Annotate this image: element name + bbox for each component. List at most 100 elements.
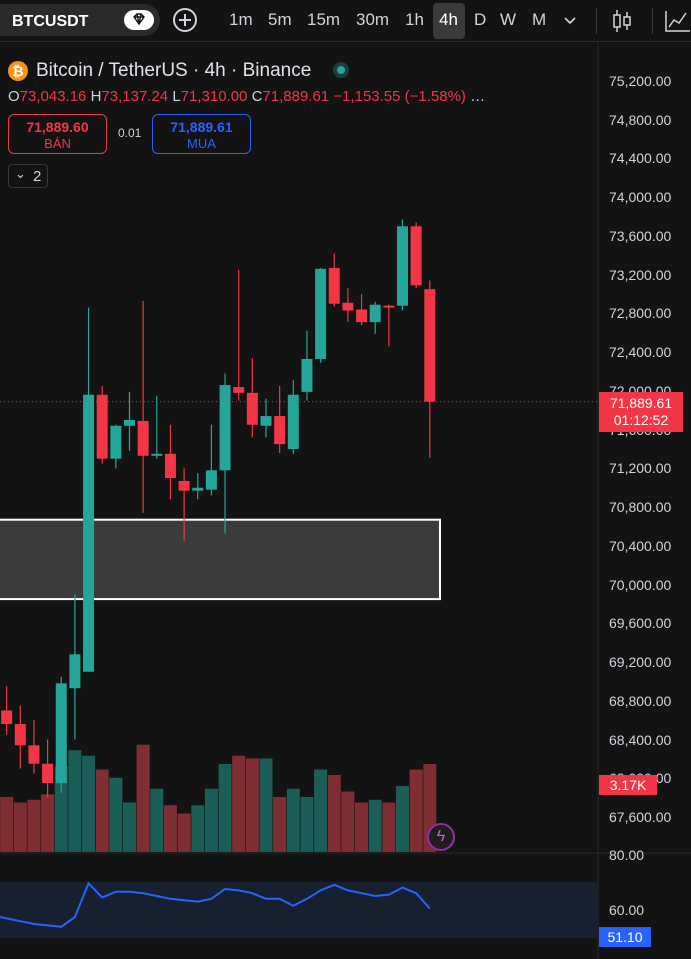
top-toolbar: BTCUSDT 1m 5m 15m 30m 1h 4h D W M: [0, 0, 691, 42]
open-value: 73,043.16: [19, 88, 87, 105]
volume-bar: [232, 755, 246, 852]
price-axis-label: 73,600.00: [609, 228, 672, 244]
volume-bar: [82, 755, 96, 852]
candle-body: [342, 302, 354, 311]
volume-bar: [355, 802, 369, 852]
volume-bar: [123, 802, 136, 852]
candle-body: [14, 724, 26, 746]
price-axis-label: 70,000.00: [609, 577, 672, 593]
timeframe-15m[interactable]: 15m: [307, 10, 341, 29]
candle-body: [178, 480, 190, 491]
rsi-value-tag: 51.10: [599, 927, 651, 947]
candle-body: [246, 392, 258, 425]
toolbar-divider-2: [652, 8, 653, 34]
chart-indicators-icon[interactable]: [664, 8, 691, 39]
change-value: −1,153.55 (−1.58%): [333, 88, 466, 105]
open-key: O: [8, 88, 20, 105]
low-value: 71,310.00: [180, 88, 248, 105]
close-key: C: [251, 88, 263, 105]
volume-bar: [327, 775, 341, 852]
rsi-axis-label: 80.00: [609, 847, 645, 863]
price-axis-label: 75,200.00: [609, 73, 672, 89]
timeframe-4h[interactable]: 4h: [439, 10, 458, 29]
volume-bar: [341, 791, 355, 852]
volume-bar: [0, 797, 14, 852]
legend-title[interactable]: Bitcoin / TetherUS · 4h · Binance: [36, 60, 312, 81]
candle-body: [1, 710, 13, 725]
sell-label: BÁN: [44, 136, 71, 151]
price-axis-label: 71,200.00: [609, 460, 672, 476]
volume-bar: [204, 788, 218, 852]
volume-bar: [409, 769, 423, 852]
current-price-label: 71,889.61: [609, 395, 673, 411]
current-price-tag: 71,889.61 01:12:52: [599, 392, 683, 432]
high-value: 73,137.24: [101, 88, 169, 105]
candle-body: [96, 394, 108, 459]
timeframe-1h[interactable]: 1h: [405, 10, 424, 29]
sell-button[interactable]: 71,889.60 BÁN: [8, 114, 107, 154]
candle-body: [124, 419, 135, 426]
chevron-down-icon: ⌄: [15, 166, 26, 181]
live-dot-icon: [333, 62, 349, 78]
candle-body: [356, 309, 368, 323]
price-axis-label: 74,400.00: [609, 150, 672, 166]
buy-price: 71,889.61: [170, 119, 233, 135]
diamond-icon[interactable]: [124, 10, 154, 30]
volume-bar: [177, 813, 191, 852]
symbol-search-button[interactable]: BTCUSDT: [0, 4, 160, 36]
lightning-icon[interactable]: ϟ: [427, 823, 455, 851]
candle-body: [83, 394, 95, 672]
price-axis-label: 70,800.00: [609, 499, 672, 515]
candle-body: [69, 654, 81, 689]
more-icon[interactable]: …: [470, 88, 486, 105]
candle-body: [164, 453, 176, 479]
volume-bar: [218, 764, 232, 852]
timeframe-5m[interactable]: 5m: [268, 10, 292, 29]
volume-bar: [54, 766, 68, 852]
volume-bar: [245, 758, 259, 852]
volume-bar: [273, 797, 287, 852]
timeframe-1m[interactable]: 1m: [229, 10, 253, 29]
candle-body: [233, 387, 245, 393]
spread-value: 0.01: [118, 126, 142, 140]
volume-bar: [259, 758, 273, 852]
volume-bar: [27, 799, 41, 852]
buy-button[interactable]: 71,889.61 MUA: [152, 114, 251, 154]
sell-price: 71,889.60: [26, 119, 89, 135]
price-axis-label: 72,400.00: [609, 344, 672, 360]
candle-body: [383, 305, 395, 308]
chevron-down-icon[interactable]: [562, 10, 578, 35]
supply-zone-box: [0, 518, 441, 601]
candle-body: [110, 425, 122, 459]
rsi-axis-label: 60.00: [609, 902, 645, 918]
price-axis-label: 69,200.00: [609, 654, 672, 670]
candle-body: [301, 358, 313, 392]
timeframe-d[interactable]: D: [474, 10, 487, 29]
volume-tag: 3.17K: [599, 775, 657, 795]
candle-body: [410, 226, 422, 286]
candle-body: [205, 470, 217, 490]
price-axis-label: 68,400.00: [609, 732, 672, 748]
timeframe-w[interactable]: W: [500, 10, 517, 29]
plus-circle-icon[interactable]: [173, 8, 197, 32]
candle-body: [28, 745, 40, 764]
rsi-band: [0, 882, 598, 938]
price-axis-label: 73,200.00: [609, 267, 672, 283]
toolbar-divider: [596, 8, 597, 34]
active-timeframe-highlight: [433, 3, 465, 39]
rsi-line: [0, 881, 431, 928]
candle-body: [42, 763, 54, 784]
symbol-label: BTCUSDT: [12, 13, 89, 30]
candles-icon[interactable]: [610, 7, 634, 40]
timeframe-m[interactable]: M: [532, 10, 547, 29]
indicators-collapse-button[interactable]: ⌄ 2: [8, 164, 48, 188]
candle-body: [260, 416, 272, 426]
volume-bar: [109, 777, 123, 852]
volume-bar: [136, 744, 150, 852]
timeframe-30m[interactable]: 30m: [356, 10, 390, 29]
candle-countdown: 01:12:52: [613, 412, 669, 428]
candle-body: [137, 420, 149, 456]
candle-body: [424, 289, 436, 402]
candle-body: [315, 268, 327, 359]
